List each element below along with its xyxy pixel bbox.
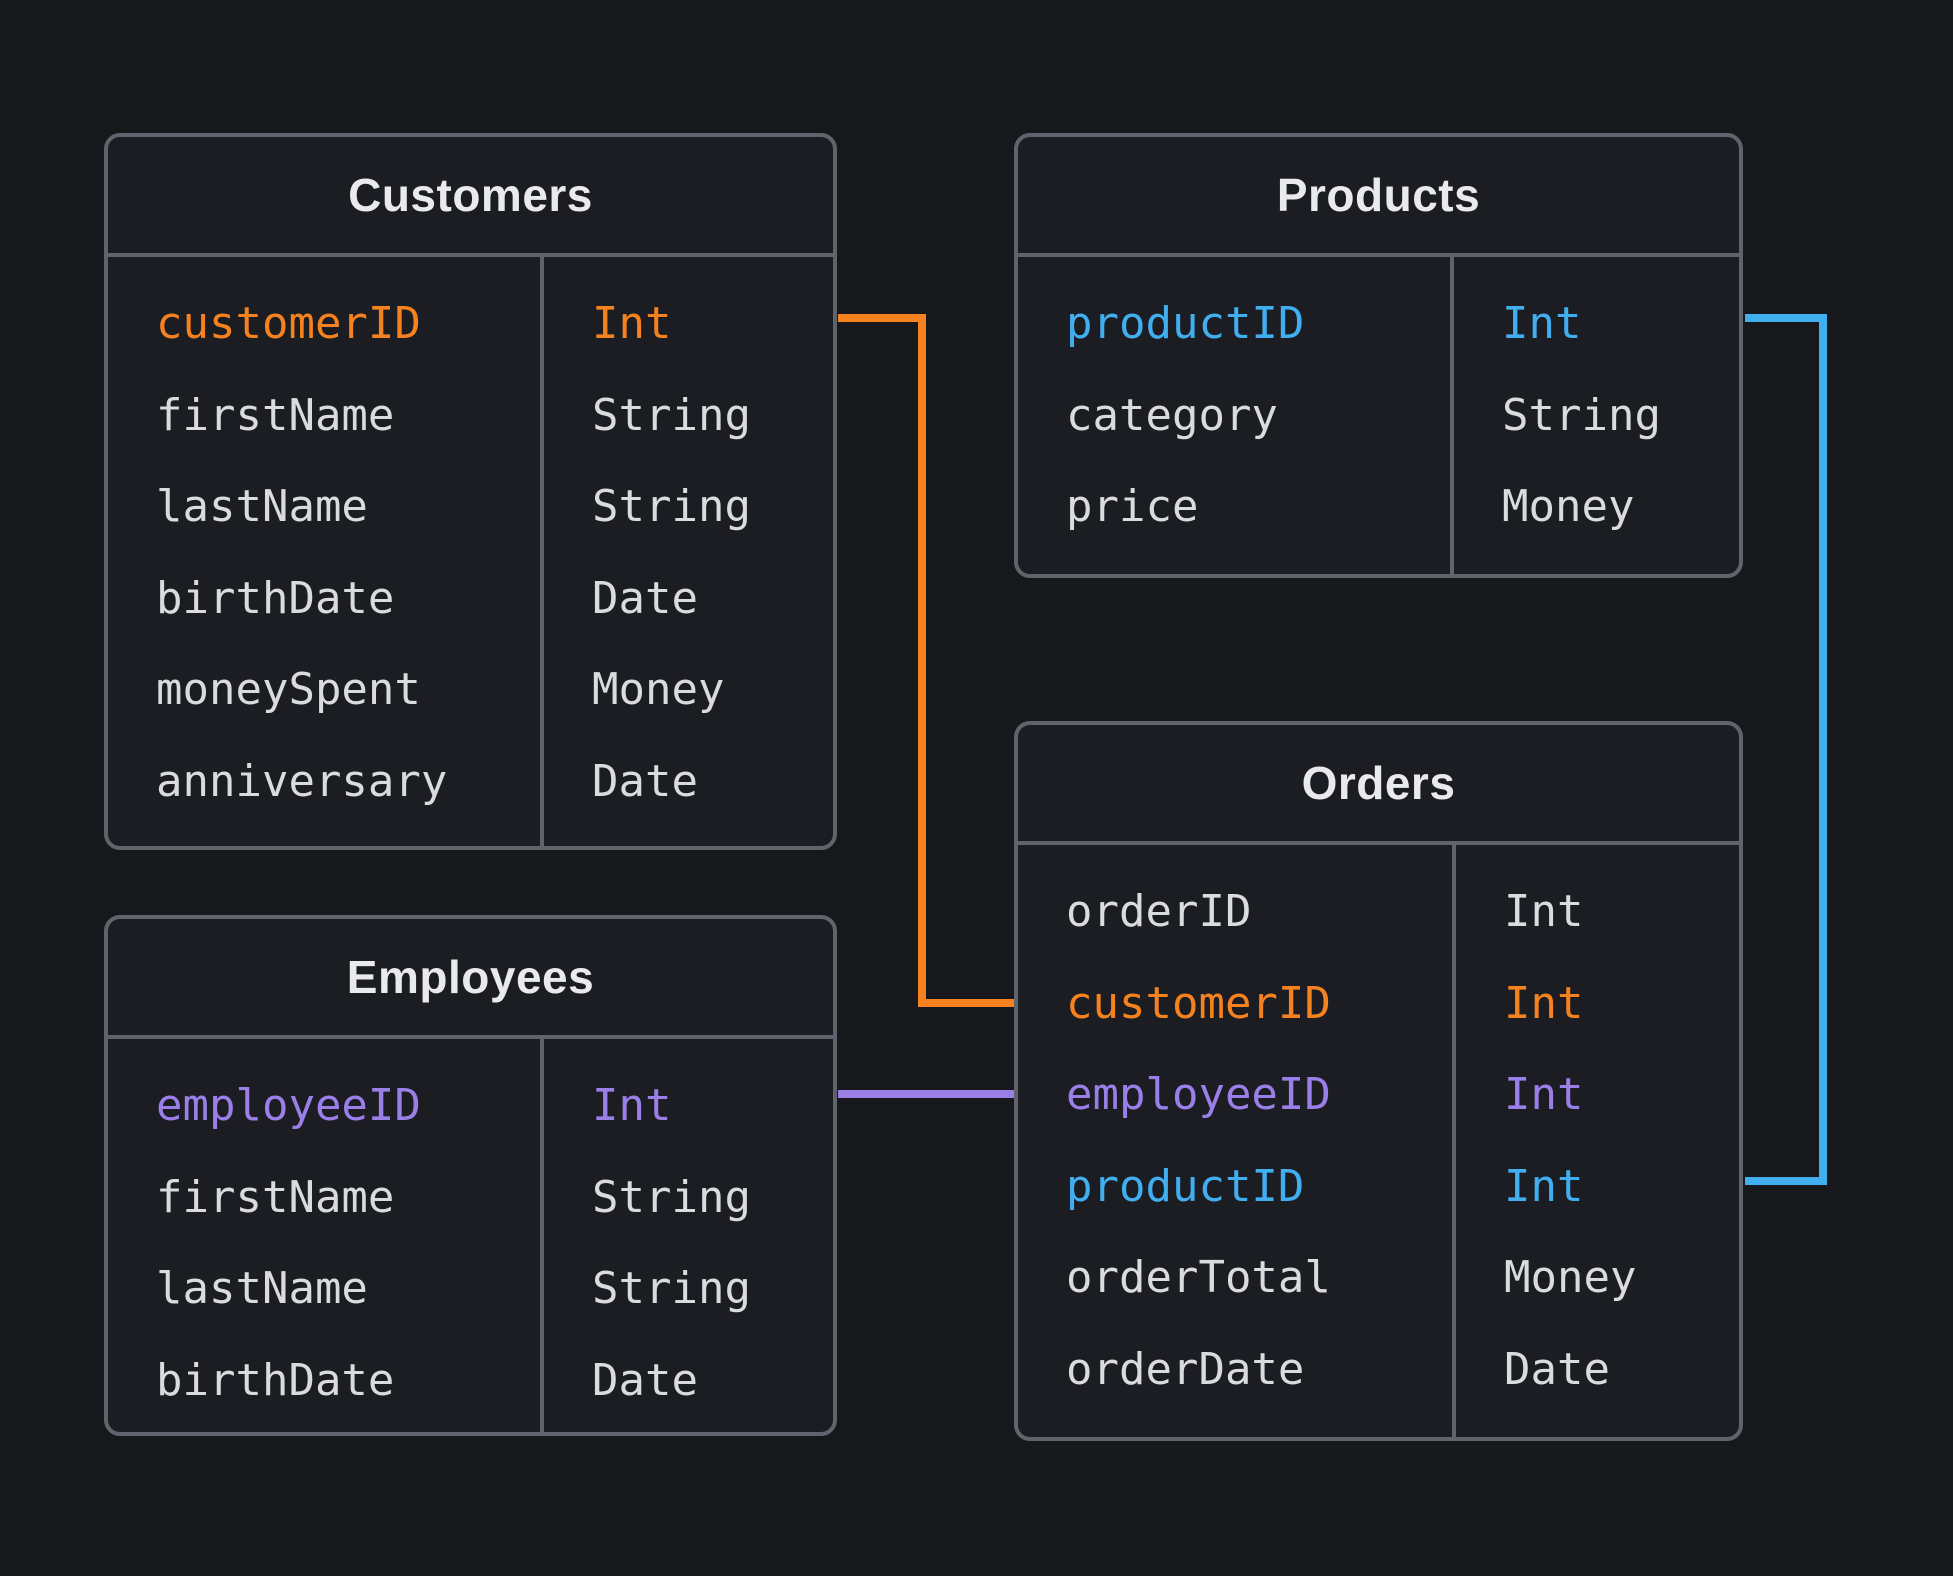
field-name: productID (1066, 298, 1305, 350)
field-name: category (1066, 389, 1278, 441)
relation-line-products-orders[interactable] (1745, 314, 1827, 1185)
relation-line-customers-orders[interactable] (838, 314, 1016, 1007)
column-field-types: Int Int Int Int Money Date (1456, 845, 1739, 1437)
field-type: Money (1504, 1252, 1637, 1304)
field-type: Int (1504, 1069, 1584, 1121)
field-type: Int (592, 1080, 672, 1132)
table-node-products[interactable]: Products productID category price Int St… (1014, 133, 1743, 578)
field-type: String (592, 389, 751, 441)
table-node-orders[interactable]: Orders orderID customerID employeeID pro… (1014, 721, 1743, 1441)
field-type: Int (1502, 298, 1582, 350)
field-name: customerID (156, 298, 421, 350)
column-field-names: employeeID firstName lastName birthDate (108, 1039, 544, 1432)
field-type: String (592, 481, 751, 533)
column-field-types: Int String String Date (544, 1039, 833, 1432)
field-type: Date (592, 755, 698, 807)
field-name: orderDate (1066, 1343, 1305, 1395)
field-type: String (592, 1171, 751, 1223)
field-name: birthDate (156, 1354, 395, 1406)
column-field-names: customerID firstName lastName birthDate … (108, 257, 544, 846)
field-type: String (592, 1263, 751, 1315)
field-type: Int (1504, 1160, 1584, 1212)
field-name: orderID (1066, 886, 1252, 938)
table-node-customers[interactable]: Customers customerID firstName lastName … (104, 133, 837, 850)
field-name: moneySpent (156, 664, 421, 716)
field-name: lastName (156, 1263, 368, 1315)
field-name: employeeID (156, 1080, 421, 1132)
table-body: employeeID firstName lastName birthDate … (108, 1039, 833, 1432)
table-title: Employees (108, 919, 833, 1039)
field-type: Int (592, 298, 672, 350)
field-name: lastName (156, 481, 368, 533)
field-name: orderTotal (1066, 1252, 1331, 1304)
field-name: anniversary (156, 755, 448, 807)
field-type: Int (1504, 977, 1584, 1029)
column-field-names: orderID customerID employeeID productID … (1018, 845, 1456, 1437)
table-body: customerID firstName lastName birthDate … (108, 257, 833, 846)
field-type: Date (592, 572, 698, 624)
field-name: firstName (156, 1171, 395, 1223)
column-field-types: Int String Money (1454, 257, 1739, 574)
field-type: Money (592, 664, 725, 716)
field-type: Date (1504, 1343, 1610, 1395)
field-type: Int (1504, 886, 1584, 938)
field-name: birthDate (156, 572, 395, 624)
column-field-names: productID category price (1018, 257, 1454, 574)
field-name: employeeID (1066, 1069, 1331, 1121)
table-body: orderID customerID employeeID productID … (1018, 845, 1739, 1437)
field-name: customerID (1066, 977, 1331, 1029)
table-body: productID category price Int String Mone… (1018, 257, 1739, 574)
table-node-employees[interactable]: Employees employeeID firstName lastName … (104, 915, 837, 1436)
field-name: productID (1066, 1160, 1305, 1212)
field-name: firstName (156, 389, 395, 441)
field-name: price (1066, 481, 1199, 533)
table-title: Orders (1018, 725, 1739, 845)
field-type: Date (592, 1354, 698, 1406)
table-title: Products (1018, 137, 1739, 257)
table-title: Customers (108, 137, 833, 257)
column-field-types: Int String String Date Money Date (544, 257, 833, 846)
field-type: Money (1502, 481, 1635, 533)
field-type: String (1502, 389, 1661, 441)
